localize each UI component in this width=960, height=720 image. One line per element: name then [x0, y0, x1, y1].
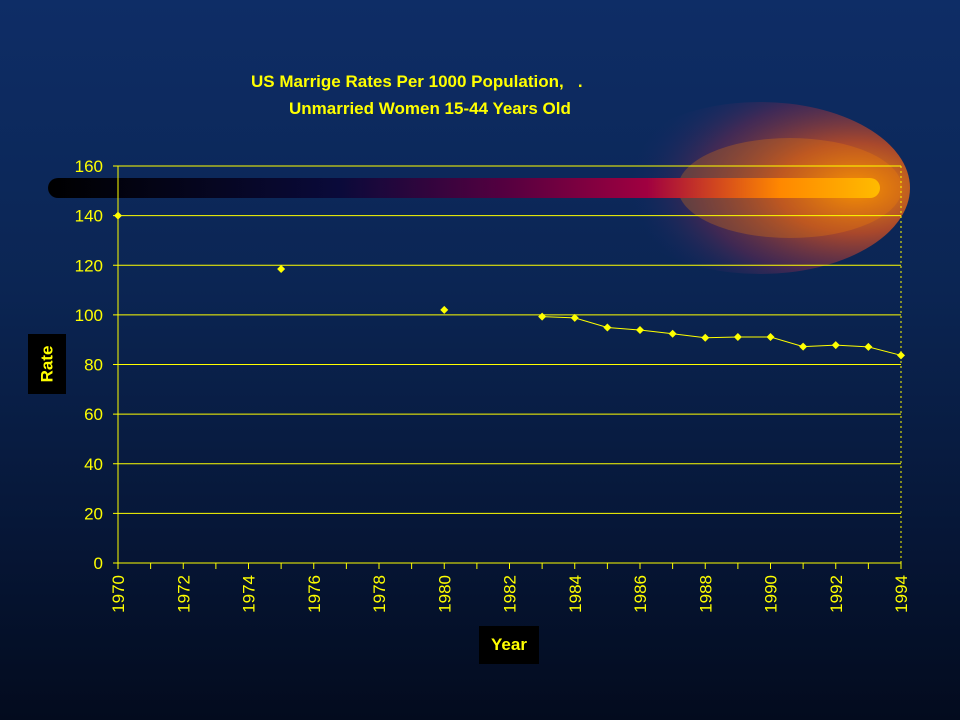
- y-tick-label: 40: [84, 455, 103, 474]
- y-axis-label-text: Rate: [36, 345, 56, 383]
- series-line: [542, 316, 902, 356]
- x-tick-label: 1990: [762, 575, 781, 613]
- y-tick-label: 80: [84, 356, 103, 375]
- data-point: [766, 332, 775, 341]
- comet-decoration: [48, 102, 910, 274]
- y-tick-label: 20: [84, 504, 103, 523]
- y-tick-label: 100: [75, 306, 103, 325]
- data-point: [570, 313, 579, 322]
- x-axis-label-text: Year: [491, 635, 527, 654]
- data-point: [831, 341, 840, 350]
- x-tick-label: 1986: [631, 575, 650, 613]
- data-point: [799, 342, 808, 351]
- x-tick-label: 1976: [305, 575, 324, 613]
- x-tick-label: 1980: [435, 575, 454, 613]
- x-tick-label: 1972: [174, 575, 193, 613]
- data-point: [114, 211, 122, 220]
- y-tick-label: 0: [94, 554, 103, 573]
- data-point: [538, 312, 547, 321]
- x-tick-label: 1994: [892, 575, 911, 613]
- x-tick-label: 1982: [501, 575, 520, 613]
- data-point: [277, 264, 286, 273]
- chart-title-line-1: US Marrige Rates Per 1000 Population, .: [251, 72, 583, 91]
- y-tick-label: 140: [75, 207, 103, 226]
- x-tick-label: 1988: [696, 575, 715, 613]
- x-tick-label: 1974: [240, 575, 259, 613]
- data-point: [668, 329, 677, 338]
- y-tick-label: 120: [75, 256, 103, 275]
- data-point: [864, 342, 873, 351]
- chart-title-line-2: Unmarried Women 15-44 Years Old: [289, 99, 571, 118]
- y-axis-label: Rate: [28, 334, 66, 394]
- x-tick-label: 1992: [827, 575, 846, 613]
- y-tick-label: 160: [75, 157, 103, 176]
- data-point: [636, 326, 644, 335]
- y-tick-label: 60: [84, 405, 103, 424]
- x-tick-label: 1970: [109, 575, 128, 613]
- x-axis-label: Year: [479, 626, 539, 664]
- data-point: [897, 351, 905, 360]
- x-tick-label: 1978: [370, 575, 389, 613]
- data-point: [701, 333, 710, 342]
- x-tick-label: 1984: [566, 575, 585, 613]
- data-point: [603, 323, 612, 332]
- data-point: [440, 305, 449, 314]
- data-point: [733, 332, 742, 341]
